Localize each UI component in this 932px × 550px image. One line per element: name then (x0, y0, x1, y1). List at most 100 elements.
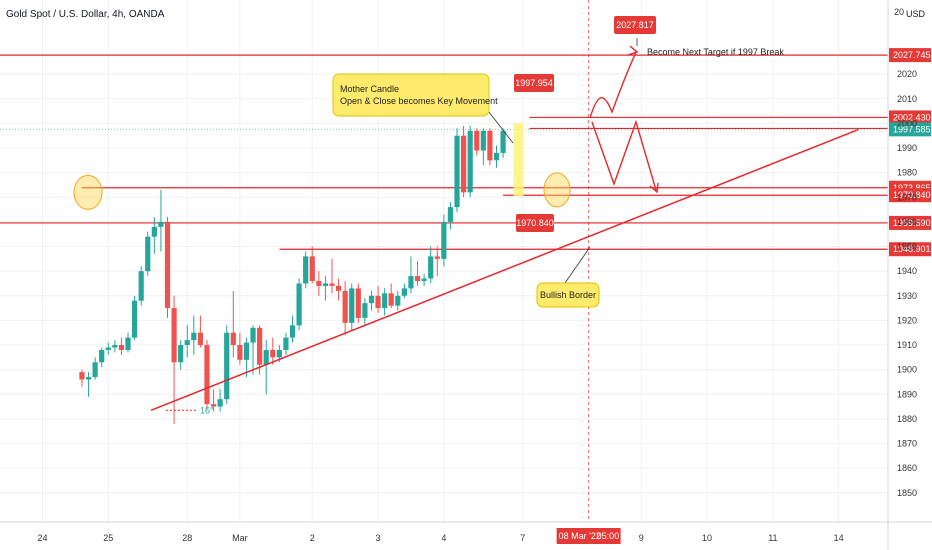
candle[interactable] (250, 325, 256, 375)
bullish-border-note-bg (536, 282, 600, 308)
y-tick-label: 1960 (897, 217, 917, 227)
price-tag: 1997.954 (515, 78, 553, 88)
candle-body (296, 283, 302, 326)
candle[interactable] (467, 125, 473, 198)
candle[interactable] (217, 389, 223, 412)
candle[interactable] (500, 128, 506, 158)
x-tick-label: 9 (639, 533, 644, 543)
candle[interactable] (487, 128, 493, 166)
bearish-projection (591, 119, 657, 191)
candle[interactable] (224, 325, 230, 405)
candle-body (257, 327, 263, 365)
candle[interactable] (230, 290, 236, 358)
candle-body (204, 345, 210, 405)
candle[interactable] (382, 288, 388, 316)
candle[interactable] (461, 125, 467, 198)
x-cursor-date: 08 Mar '22 (559, 531, 601, 541)
candle[interactable] (158, 189, 164, 252)
price-tag: 1970.840 (516, 218, 554, 228)
candle-body (184, 340, 190, 346)
candle[interactable] (388, 283, 394, 309)
chart-title: Gold Spot / U.S. Dollar, 4h, OANDA (6, 9, 165, 20)
candle[interactable] (132, 295, 138, 341)
candle[interactable] (92, 357, 98, 380)
candle[interactable] (164, 216, 171, 318)
candle[interactable] (441, 214, 447, 267)
candle[interactable] (414, 261, 421, 286)
candle[interactable] (184, 325, 190, 358)
candle[interactable] (309, 246, 315, 284)
candle[interactable] (204, 340, 210, 410)
candle[interactable] (99, 347, 105, 368)
candle[interactable] (493, 145, 500, 168)
candle[interactable] (145, 231, 151, 277)
candle[interactable] (447, 202, 454, 230)
candle[interactable] (329, 258, 335, 294)
candle[interactable] (151, 216, 157, 254)
candle[interactable] (79, 369, 85, 387)
candle[interactable] (474, 128, 480, 156)
candle[interactable] (138, 266, 144, 306)
candle[interactable] (270, 337, 276, 365)
candle[interactable] (178, 340, 184, 370)
y-tick-label: 1890 (897, 389, 917, 399)
candle[interactable] (237, 332, 243, 365)
candle[interactable] (454, 128, 460, 213)
candle-body (480, 130, 486, 151)
candle-body (395, 295, 401, 306)
candle[interactable] (210, 389, 217, 412)
candle[interactable] (480, 128, 486, 166)
candle[interactable] (283, 332, 289, 355)
candle[interactable] (257, 325, 263, 375)
candle[interactable] (342, 281, 348, 336)
candle[interactable] (401, 283, 407, 299)
candle[interactable] (197, 315, 203, 348)
candle[interactable] (395, 290, 401, 311)
y-tick-label: 1910 (897, 340, 917, 350)
y-tick-label: 1970 (897, 192, 917, 202)
candle-body (230, 332, 236, 346)
candle[interactable] (434, 246, 440, 277)
candle[interactable] (421, 273, 427, 286)
candle[interactable] (316, 271, 322, 296)
candle-body (322, 283, 329, 286)
candle[interactable] (289, 315, 296, 343)
candle[interactable] (125, 332, 131, 353)
candle-body (105, 347, 111, 350)
candle[interactable] (263, 340, 269, 395)
trendline (150, 128, 859, 411)
candle[interactable] (118, 337, 125, 355)
candle[interactable] (428, 246, 434, 284)
candle[interactable] (408, 256, 414, 294)
level-label: 2027.745 (893, 50, 931, 60)
candle[interactable] (368, 290, 375, 311)
candle-body (428, 256, 434, 279)
level-label: 1948.901 (893, 244, 931, 254)
candle[interactable] (322, 276, 329, 301)
x-cursor-label-bg (556, 528, 621, 544)
y-tick-label: 1860 (897, 463, 917, 473)
candle[interactable] (355, 283, 361, 323)
candle[interactable] (375, 285, 381, 314)
candle[interactable] (112, 340, 118, 353)
level-label-bg (889, 188, 931, 203)
candle[interactable] (243, 337, 250, 378)
candle[interactable] (85, 372, 92, 397)
currency-label: USD (906, 9, 926, 19)
x-tick-label: 28 (182, 533, 192, 543)
candle[interactable] (335, 278, 342, 301)
candle[interactable] (105, 342, 111, 355)
candle[interactable] (303, 251, 309, 289)
candle-body (362, 303, 368, 318)
candle[interactable] (349, 283, 355, 331)
candle[interactable] (296, 278, 302, 331)
y-tick-label: 1950 (897, 242, 917, 252)
candle[interactable] (362, 298, 368, 326)
candles[interactable] (79, 125, 506, 424)
candle[interactable] (191, 315, 197, 355)
candle[interactable] (171, 295, 177, 424)
x-tick-label: 14 (834, 533, 844, 543)
candle-body (421, 278, 427, 282)
candle-body (454, 135, 460, 208)
